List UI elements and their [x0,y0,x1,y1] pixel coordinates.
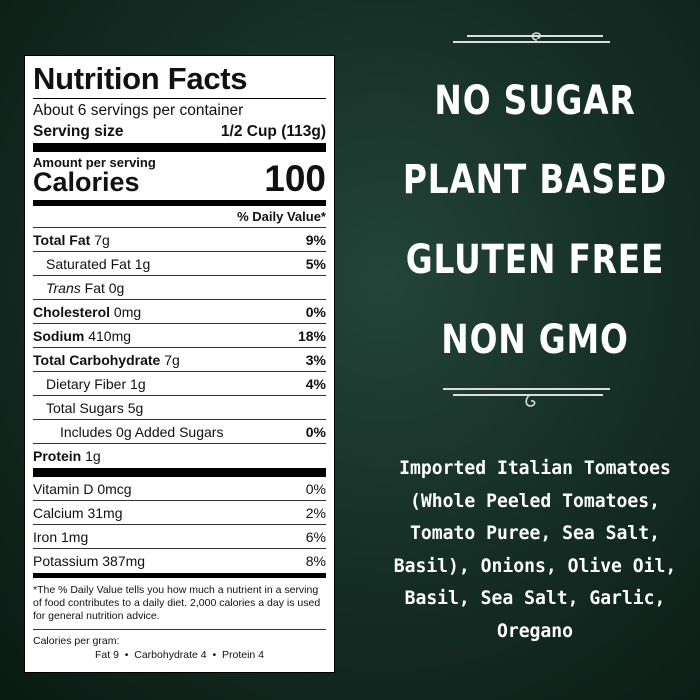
label-nutrients-6-dv: 4% [305,375,326,392]
nutrient-row: Protein 1g [33,444,326,468]
label-vitamins-0-name: Vitamin D 0mcg [33,480,132,497]
label-title: Nutrition Facts [33,60,326,99]
label-nutrients-2-name2: Fat [84,279,105,296]
ornament-top-icon [453,32,610,43]
label-nutrients-4-dv: 18% [297,327,326,344]
label-nutrients-8-dv: 0% [305,423,326,440]
nutrient-row: Includes 0g Added Sugars 0% [33,420,326,444]
label-nutrients-6-amount: 1g [130,375,146,392]
label-nutrients-5-name: Total Carbohydrate [33,351,161,368]
nutrient-row: Dietary Fiber 1g 4% [33,372,326,396]
label-nutrients-1-dv: 5% [305,255,326,272]
nutrient-row: Sodium 410mg 18% [33,324,326,348]
footnote: *The % Daily Value tells you how much a … [33,578,326,630]
divider [33,143,326,152]
nutrient-row: Cholesterol 0mg 0% [33,300,326,324]
nutrition-facts-label: Nutrition Facts About 6 servings per con… [24,55,335,673]
label-vitamins-3-dv: 8% [305,553,326,569]
ingredients-0: Imported Italian Tomatoes [399,457,671,479]
nutrient-row: Saturated Fat 1g 5% [33,252,326,276]
label-nutrients-5-dv: 3% [305,351,326,368]
vitamin-row: Potassium 387mg 8% [33,549,326,573]
divider [33,200,326,206]
ingredients-4: Basil, Sea Salt, Garlic, [404,587,666,609]
claim-plant-based: PLANT BASED [402,157,668,203]
label-nutrients-9-amount: 1g [85,448,101,464]
nutrient-row: Total Sugars 5g [33,396,326,420]
label-nutrients-1-name: Saturated Fat [46,255,131,272]
label-nutrients-8-name: Includes 0g Added Sugars [60,423,224,440]
serving-size-value: 1/2 Cup (113g) [220,123,326,140]
claim-gluten-free: GLUTEN FREE [405,237,665,283]
label-nutrients-3-dv: 0% [305,303,326,320]
label-nutrients-2-amount: 0g [108,279,125,296]
label-vitamins-3-name: Potassium 387mg [33,553,146,569]
calories-per-gram: Fat 9 • Carbohydrate 4 • Protein 4 [94,649,265,661]
label-nutrients-0-name: Total Fat [33,231,91,248]
label-nutrients-6-name: Dietary Fiber [46,375,127,392]
serving-size-label: Serving size [33,123,124,140]
label-vitamins-1-name: Calcium 31mg [33,504,123,521]
servings-per-container: About 6 servings per container [33,102,244,119]
amount-per-serving: Amount per serving [33,155,156,170]
calories-per-gram-label: Calories per gram: [33,635,120,647]
ingredients-1: (Whole Peeled Tomatoes, [410,489,660,512]
claim-non-gmo: NON GMO [441,317,629,363]
ingredients: Imported Italian Tomatoes (Whole Peeled T… [378,452,692,647]
label-nutrients-0-amount: 7g [94,231,110,248]
calories-value: 100 [264,158,326,199]
label-vitamins-1-dv: 2% [305,504,326,521]
nutrient-row: Total Carbohydrate 7g 3% [33,348,326,372]
daily-value-header: % Daily Value* [33,206,326,228]
label-nutrients-7-amount: 5g [127,399,144,416]
label-vitamins-2-name: Iron 1mg [33,528,89,545]
divider [33,573,326,578]
label-nutrients-0-dv: 9% [305,231,326,248]
ingredients-2: Tomato Puree, Sea Salt, [410,522,660,544]
vitamin-row: Vitamin D 0mcg 0% [33,477,326,501]
nutrient-row: Total Fat 7g 9% [33,228,326,252]
ingredients-5: Oregano [496,619,574,642]
label-nutrients-4-name: Sodium [33,327,85,344]
calories-label: Calories [33,167,140,197]
label-nutrients-3-amount: 0mg [113,303,142,320]
divider [33,468,326,477]
label-nutrients-2-name: Trans [46,279,81,296]
label-nutrients-7-name: Total Sugars [46,399,124,416]
label-vitamins-2-dv: 6% [305,528,326,545]
ornament-bottom-icon [443,388,610,407]
nutrient-row: Trans Fat 0g [33,276,326,300]
label-nutrients-4-amount: 410mg [88,327,132,344]
ingredients-3: Basil), Onions, Olive Oil, [393,554,677,577]
vitamin-row: Iron 1mg 6% [33,525,326,549]
label-nutrients-5-amount: 7g [164,351,180,368]
claim-no-sugar: NO SUGAR [434,78,636,124]
label-nutrients-9-name: Protein [33,448,82,464]
vitamin-row: Calcium 31mg 2% [33,501,326,525]
label-vitamins-0-dv: 0% [305,480,326,497]
label-nutrients-1-amount: 1g [134,255,151,272]
label-nutrients-3-name: Cholesterol [33,303,111,320]
